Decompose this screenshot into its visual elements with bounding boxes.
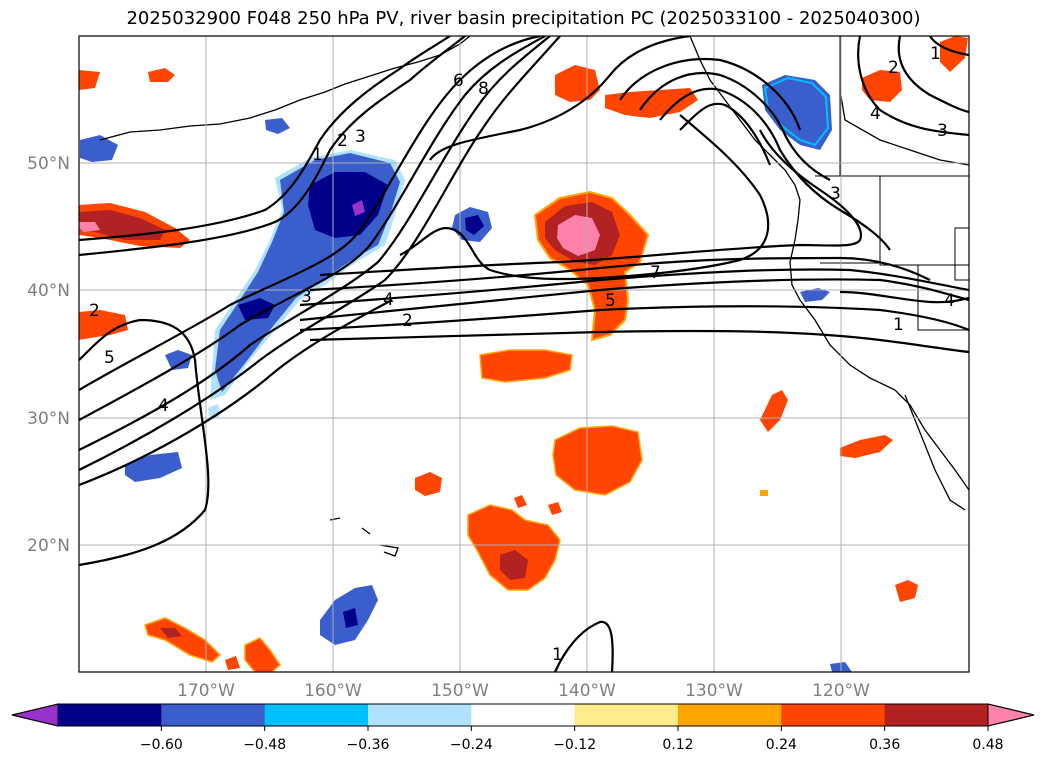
colorbar-segment [884,704,989,726]
contour-label: 3 [301,287,312,307]
colorbar-segment [678,704,782,726]
map-content: 1 2 3 6 8 2 1 4 3 3 7 5 4 2 3 2 5 4 1 4 … [79,36,969,672]
lat-label-20n: 20°N [27,536,70,556]
lat-label-50n: 50°N [27,154,70,174]
colorbar-tick-label: 0.24 [766,737,797,753]
contour-label: 1 [930,44,941,64]
colorbar-tick-label: −0.60 [140,737,183,753]
contour-label: 3 [937,121,948,141]
contour-label: 5 [104,348,115,368]
lon-label-130w: 130°W [685,681,743,701]
colorbar-tick-label: −0.36 [347,737,390,753]
pv-contours [79,36,969,672]
colorbar-segment [161,704,266,726]
colorbar-segment [264,704,369,726]
contour-label: 3 [830,184,841,204]
contour-label: 4 [944,291,955,311]
contour-label: 2 [888,58,899,78]
contour-label: 4 [158,396,169,416]
colorbar-segment [471,704,576,726]
colorbar-tick-label: 0.48 [972,737,1003,753]
colorbar-tick-label: 0.12 [662,737,693,753]
lat-label-30n: 30°N [27,409,70,429]
lon-label-140w: 140°W [558,681,616,701]
contour-label: 4 [870,104,881,124]
contour-label: 2 [402,311,413,331]
contour-label: 4 [383,290,394,310]
contour-label: 7 [650,263,661,283]
colorbar-segment [58,704,162,726]
map-frame [78,35,970,673]
lat-label-40n: 40°N [27,281,70,301]
contour-label: 6 [453,71,464,91]
contour-label: 2 [337,131,348,151]
colorbar-tick-label: −0.12 [553,737,596,753]
contour-label: 1 [552,645,563,665]
contour-label: 3 [355,127,366,147]
colorbar-tick-label: −0.48 [243,737,286,753]
lon-label-120w: 120°W [812,681,870,701]
positive-pc-patches [79,36,968,672]
contour-label: 1 [893,315,904,335]
colorbar-tick-label: 0.36 [869,737,900,753]
contour-label: 1 [312,145,323,165]
colorbar-extend-min [11,703,59,727]
colorbar-outline [11,703,1035,727]
colorbar: −0.60 −0.48 −0.36 −0.24 −0.12 0.12 0.24 0.36 0.4… [11,703,1035,753]
lon-label-150w: 150°W [431,681,489,701]
contour-label-group: 1 2 3 6 8 2 1 4 3 3 7 5 4 2 3 2 5 4 1 4 … [89,44,955,665]
map-title: 2025032900 F048 250 hPa PV, river basin … [126,8,921,29]
contour-label: 8 [478,79,489,99]
lon-label-170w: 170°W [177,681,235,701]
colorbar-extend-max [987,703,1035,727]
lon-label-160w: 160°W [304,681,362,701]
contour-label: 2 [89,301,100,321]
coastlines [99,36,969,557]
colorbar-segment [574,704,679,726]
colorbar-segment [368,704,472,726]
negative-pc-patches [80,75,852,672]
contour-label: 5 [605,291,616,311]
gridlines [79,36,969,672]
colorbar-segment [781,704,886,726]
colorbar-tick-label: −0.24 [450,737,493,753]
